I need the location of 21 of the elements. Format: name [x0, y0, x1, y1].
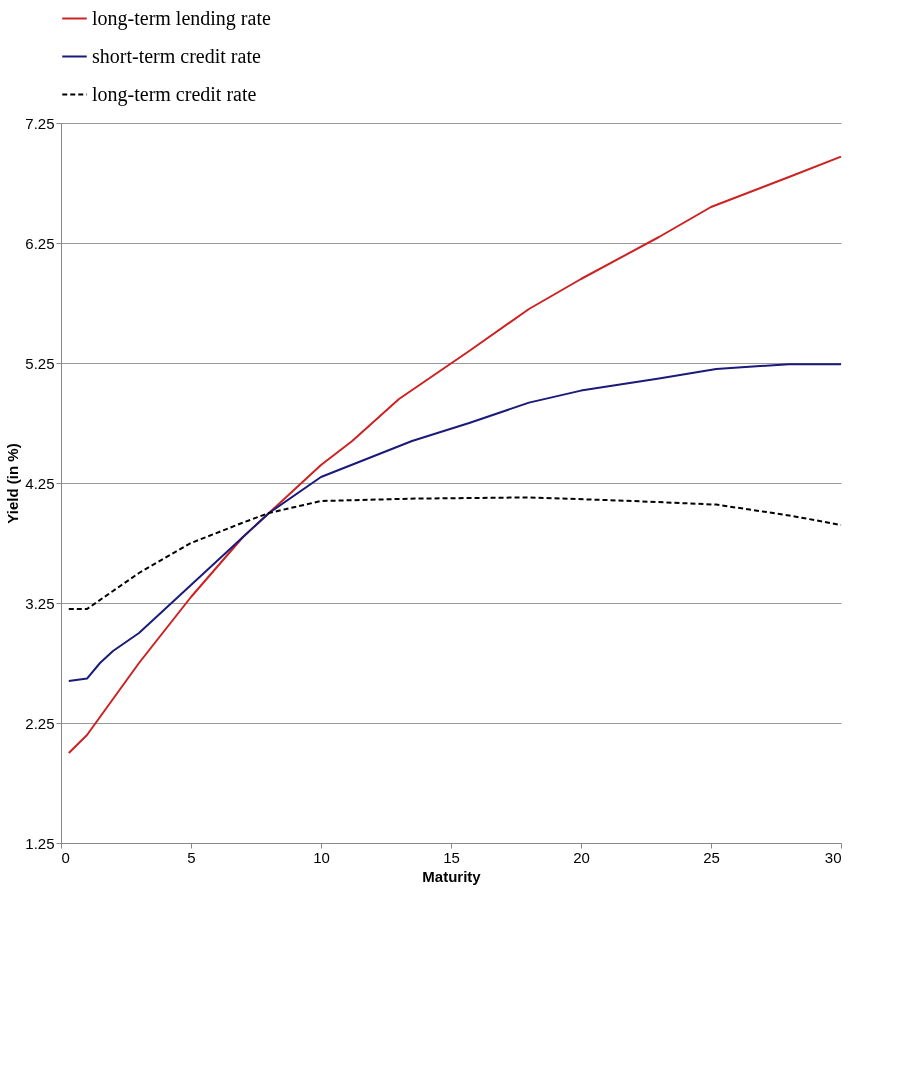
- legend-label: long-term credit rate: [92, 82, 257, 106]
- y-tick-label: 4.25: [25, 474, 55, 492]
- y-tick-label: 3.25: [25, 594, 55, 612]
- x-tick-label: 15: [443, 848, 460, 866]
- legend-label: long-term lending rate: [92, 6, 271, 30]
- legend-label: short-term credit rate: [92, 44, 261, 67]
- y-tick-label: 2.25: [25, 714, 55, 732]
- y-tick-label: 1.25: [25, 834, 55, 852]
- y-tick-label: 6.25: [25, 234, 55, 252]
- y-axis-title: Yield (in %): [4, 443, 22, 524]
- x-tick-label: 0: [61, 848, 70, 866]
- x-tick-label: 20: [573, 848, 590, 866]
- line-series: [67, 363, 842, 682]
- x-tick-label: 10: [313, 848, 330, 866]
- y-tick-label: 5.25: [25, 354, 55, 372]
- x-tick-label: 25: [703, 848, 720, 866]
- x-axis-title: Maturity: [422, 867, 482, 885]
- line-series: [67, 155, 842, 754]
- x-tick-label: 30: [824, 848, 842, 866]
- y-tick-label: 7.25: [25, 114, 55, 132]
- x-tick-label: 5: [187, 848, 196, 866]
